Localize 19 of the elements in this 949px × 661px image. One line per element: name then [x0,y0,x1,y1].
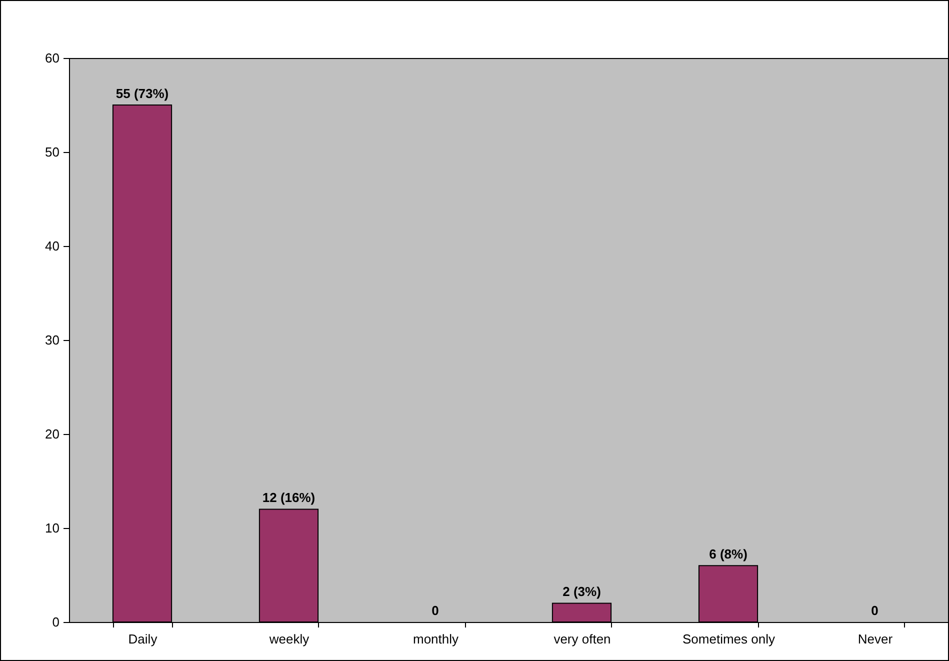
data-label: 0 [871,603,878,618]
y-tick-label: 60 [45,50,60,66]
y-tick-label: 20 [45,426,60,442]
x-tick-label: weekly [268,632,310,646]
y-tick-label: 0 [52,614,60,630]
x-tick-label: Never [858,632,894,646]
x-tick-label: Daily [128,632,158,646]
data-label: 12 (16%) [262,490,316,506]
y-tick-label: 10 [45,520,60,536]
data-label: 2 (3%) [562,584,601,600]
y-tick-label: 30 [45,332,60,348]
data-label: 55 (73%) [116,86,169,101]
y-tick-label: 40 [45,238,60,254]
x-tick-label: Sometimes only [682,632,776,646]
x-tick-label: very often [554,632,611,646]
data-label: 6 (8%) [709,546,748,562]
y-tick-label: 50 [45,144,60,160]
x-tick-label: monthly [412,632,460,646]
data-label: 0 [432,603,439,618]
